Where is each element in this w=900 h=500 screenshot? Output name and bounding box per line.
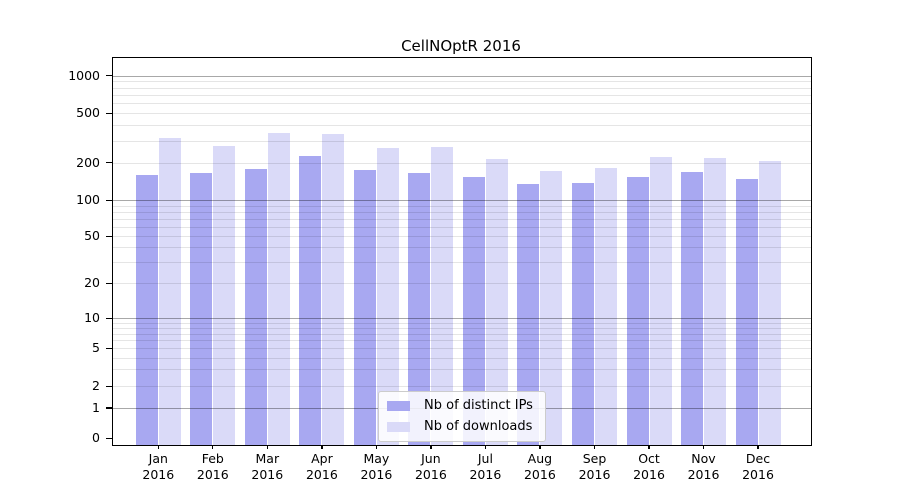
bar-apr-distinct-ips <box>299 155 322 445</box>
bar-jul-distinct-ips <box>462 176 485 445</box>
bar-aug-downloads <box>540 171 563 445</box>
bar-oct-downloads <box>649 156 672 445</box>
bar-mar-downloads <box>267 132 290 445</box>
x-tick-label: Feb 2016 <box>196 451 229 482</box>
bar-jun-distinct-ips <box>408 173 431 445</box>
legend-item-distinct-ips: Nb of distinct IPs <box>387 399 533 413</box>
x-tick-label: May 2016 <box>360 451 393 482</box>
x-tick-label: Jul 2016 <box>469 451 502 482</box>
y-tick-label: 0 <box>92 430 100 446</box>
x-tick-label: Jun 2016 <box>414 451 447 482</box>
y-tick-mark <box>106 235 113 237</box>
x-tick-mark <box>757 445 759 449</box>
x-tick-mark <box>648 445 650 449</box>
bars-layer <box>113 58 811 445</box>
bar-dec-downloads <box>758 160 781 445</box>
y-tick-mark <box>106 407 113 409</box>
legend-swatch-downloads <box>387 422 410 432</box>
y-tick-label: 1000 <box>68 67 100 83</box>
y-tick-label: 2 <box>92 378 100 393</box>
legend-item-downloads: Nb of downloads <box>387 420 533 434</box>
bar-jul-downloads <box>485 159 508 445</box>
legend-swatch-distinct-ips <box>387 401 410 411</box>
x-tick-label: Oct 2016 <box>633 451 665 482</box>
y-tick-mark <box>106 75 113 77</box>
bar-may-distinct-ips <box>353 170 376 445</box>
y-tick-mark <box>106 385 113 387</box>
x-tick-mark <box>212 445 214 449</box>
y-tick-label: 1 <box>92 399 100 415</box>
x-tick-mark <box>375 445 378 449</box>
x-tick-label: Apr 2016 <box>305 451 338 482</box>
x-tick-label: Jan 2016 <box>142 451 175 482</box>
y-tick-mark <box>106 112 113 114</box>
x-tick-mark <box>484 445 487 449</box>
x-tick-label: Mar 2016 <box>251 451 284 482</box>
y-tick-mark <box>106 282 113 284</box>
x-tick-label: Aug 2016 <box>523 451 556 482</box>
y-tick-label: 50 <box>84 228 100 243</box>
x-tick-mark <box>321 445 323 449</box>
bar-oct-distinct-ips <box>626 176 649 445</box>
bar-apr-downloads <box>322 134 345 445</box>
y-tick-mark <box>106 347 113 350</box>
bar-nov-downloads <box>704 158 726 445</box>
y-tick-label: 10 <box>84 310 100 326</box>
x-tick-mark <box>539 445 541 449</box>
y-tick-label: 200 <box>76 154 100 170</box>
bar-nov-distinct-ips <box>681 172 703 445</box>
chart-title: CellNOptR 2016 <box>401 37 521 55</box>
legend-label-distinct-ips: Nb of distinct IPs <box>424 398 533 413</box>
plot-area: Nb of distinct IPs Nb of downloads <box>112 57 812 446</box>
y-tick-mark <box>106 162 113 164</box>
y-tick-mark <box>106 437 113 440</box>
x-tick-mark <box>593 445 596 449</box>
bar-may-downloads <box>376 148 399 445</box>
y-tick-label: 100 <box>76 192 100 207</box>
y-tick-label: 20 <box>84 275 100 290</box>
x-tick-label: Dec 2016 <box>742 451 774 482</box>
x-tick-mark <box>157 445 159 449</box>
legend-label-downloads: Nb of downloads <box>424 419 533 434</box>
bar-dec-distinct-ips <box>735 178 758 445</box>
bar-jan-downloads <box>158 138 181 445</box>
bar-feb-downloads <box>213 145 236 445</box>
x-tick-mark <box>702 445 705 449</box>
bar-aug-distinct-ips <box>517 184 540 445</box>
bar-sep-distinct-ips <box>572 182 594 445</box>
bar-feb-distinct-ips <box>190 172 213 445</box>
bar-sep-downloads <box>595 167 617 445</box>
y-tick-label: 500 <box>76 105 100 120</box>
y-tick-label: 5 <box>92 340 100 356</box>
legend: Nb of distinct IPs Nb of downloads <box>378 391 546 442</box>
y-tick-mark <box>106 317 113 320</box>
x-tick-mark <box>430 445 432 449</box>
bar-jun-downloads <box>431 146 454 445</box>
x-tick-mark <box>266 445 268 449</box>
bar-jan-distinct-ips <box>135 174 158 445</box>
x-tick-label: Sep 2016 <box>578 451 611 482</box>
x-tick-label: Nov 2016 <box>687 451 720 482</box>
bar-mar-distinct-ips <box>244 169 267 445</box>
y-tick-mark <box>106 199 113 201</box>
